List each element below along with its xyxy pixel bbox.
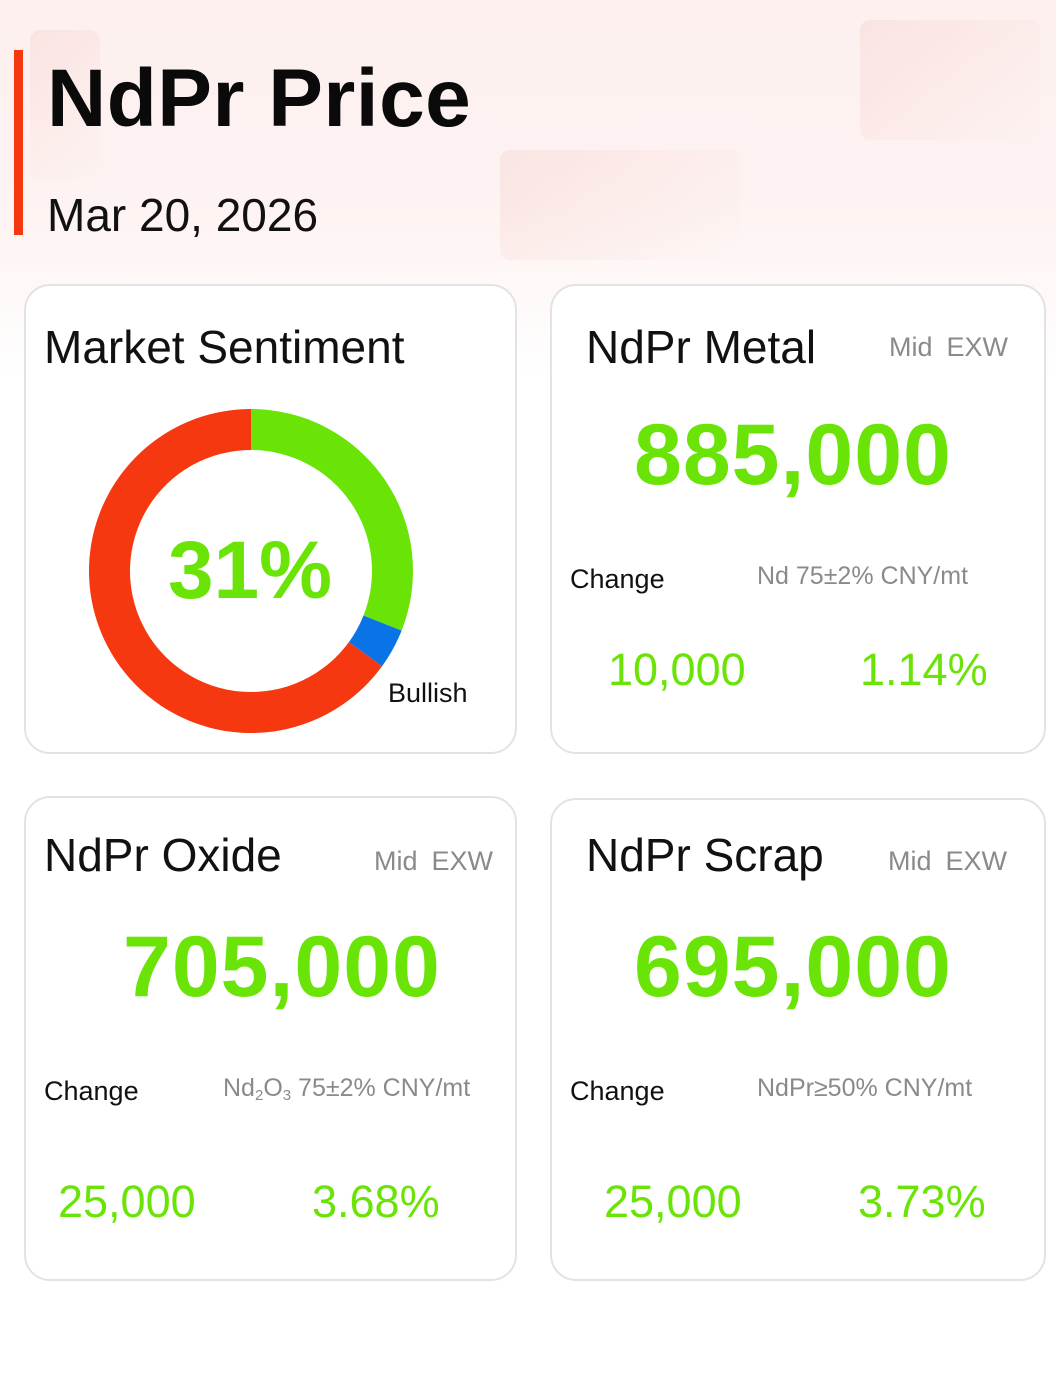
donut-segments bbox=[88, 409, 413, 733]
card-title: NdPr Metal bbox=[586, 321, 817, 373]
sentiment-percentage: 31% bbox=[167, 525, 333, 616]
change-percent: 1.14% bbox=[860, 644, 988, 695]
ndpr-scrap-card: NdPr Scrap Mid EXW 695,000 Change NdPr≥50… bbox=[550, 798, 1046, 1281]
oxide-price: 705,000 bbox=[123, 919, 441, 1015]
meta-mid: Mid bbox=[374, 846, 418, 876]
sentiment-label: Bullish bbox=[388, 678, 468, 708]
metal-price: 885,000 bbox=[634, 407, 952, 503]
change-label: Change bbox=[570, 564, 665, 594]
page-title: NdPr Price bbox=[47, 53, 472, 144]
scrap-price: 695,000 bbox=[634, 919, 952, 1015]
meta-exw: EXW bbox=[431, 846, 494, 876]
price-meta: Mid EXW bbox=[374, 846, 493, 877]
price-meta: Mid EXW bbox=[888, 846, 1007, 877]
meta-mid: Mid bbox=[889, 332, 933, 362]
change-percent: 3.73% bbox=[858, 1176, 986, 1227]
card-title: Market Sentiment bbox=[44, 321, 405, 373]
change-percent: 3.68% bbox=[312, 1176, 440, 1227]
card-title: NdPr Scrap bbox=[586, 829, 824, 881]
donut-segment-bullish bbox=[251, 409, 413, 631]
meta-exw: EXW bbox=[945, 846, 1008, 876]
ndpr-oxide-card: NdPr Oxide Mid EXW 705,000 Change Nd2O3 7… bbox=[24, 796, 517, 1281]
background-decoration bbox=[860, 20, 1040, 140]
page-header: NdPr Price Mar 20, 2026 bbox=[0, 0, 1056, 260]
sentiment-donut-chart bbox=[88, 409, 413, 733]
title-accent-bar bbox=[14, 50, 23, 235]
meta-mid: Mid bbox=[888, 846, 932, 876]
change-absolute: 25,000 bbox=[604, 1176, 742, 1227]
product-spec: NdPr≥50% CNY/mt bbox=[757, 1074, 973, 1102]
card-title: NdPr Oxide bbox=[44, 829, 282, 881]
donut-segment-neutral bbox=[348, 615, 402, 667]
page-date: Mar 20, 2026 bbox=[47, 189, 319, 241]
background-decoration bbox=[30, 30, 100, 180]
background-decoration bbox=[500, 150, 740, 260]
change-label: Change bbox=[570, 1076, 665, 1106]
market-sentiment-card: Market Sentiment 31% Bullish bbox=[24, 284, 517, 754]
product-spec: Nd2O3 75±2% CNY/mt bbox=[223, 1074, 471, 1104]
change-label: Change bbox=[44, 1076, 139, 1106]
product-spec: Nd 75±2% CNY/mt bbox=[757, 562, 969, 590]
change-absolute: 25,000 bbox=[58, 1176, 196, 1227]
change-absolute: 10,000 bbox=[608, 644, 746, 695]
price-meta: Mid EXW bbox=[889, 332, 1008, 363]
ndpr-metal-card: NdPr Metal Mid EXW 885,000 Change Nd 75±2… bbox=[550, 284, 1046, 754]
meta-exw: EXW bbox=[946, 332, 1009, 362]
